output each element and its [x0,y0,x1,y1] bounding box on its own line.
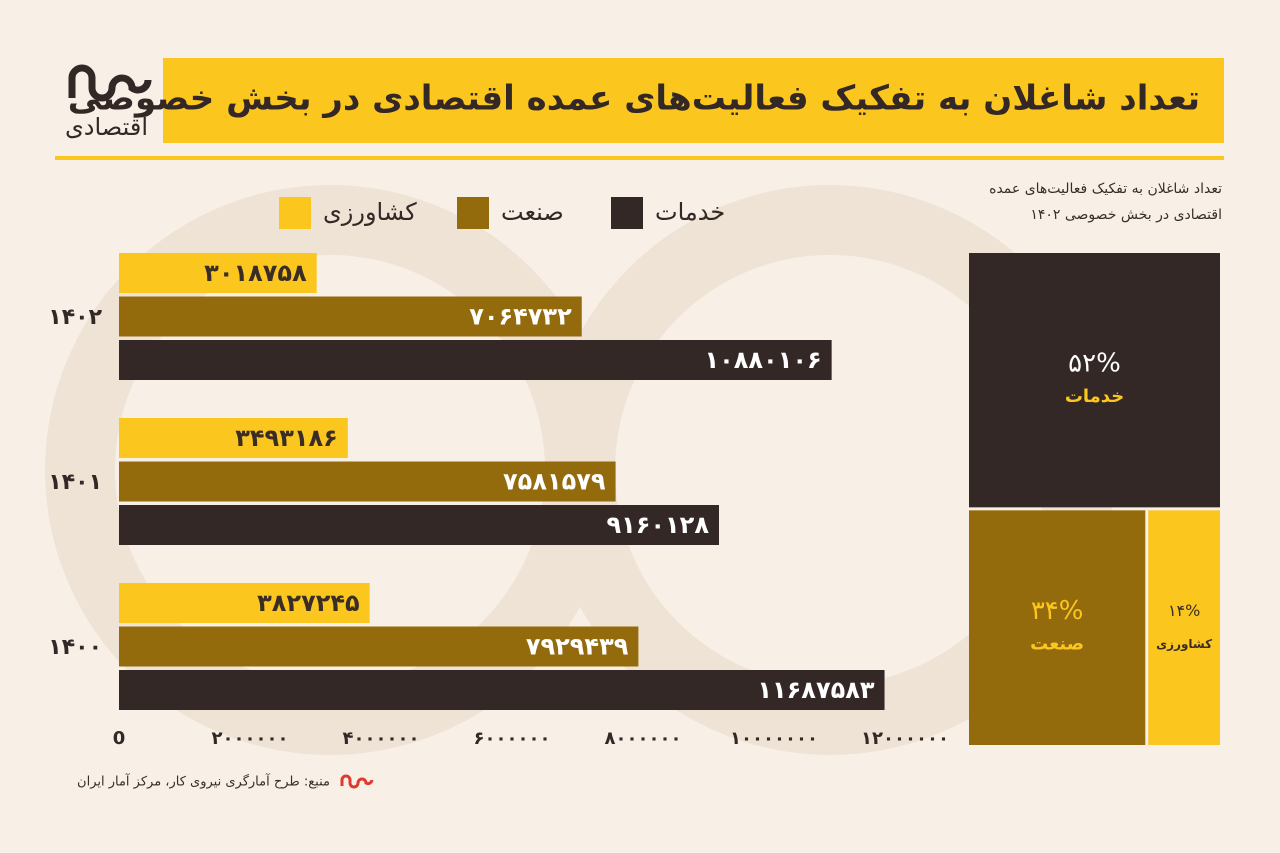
treemap-cell [969,253,1220,508]
x-tick-label: 0 [113,728,126,749]
bar [119,670,885,710]
x-tick-label: ۸۰۰۰۰۰۰ [605,728,682,749]
bar [119,505,719,545]
treemap-value: ۳۴% [1031,596,1084,626]
logo [68,64,152,102]
x-tick-label: ۴۰۰۰۰۰۰ [343,728,420,749]
legend-swatch [611,197,643,229]
title-banner [163,58,1224,143]
bar [119,340,832,380]
chart-title: تعداد شاغلان به تفکیک فعالیت‌های عمده اق… [68,79,1200,119]
legend-swatch [457,197,489,229]
value-label: ۱۰۸۸۰۱۰۶ [704,346,821,374]
category-label: ۱۴۰۱ [48,470,102,495]
treemap-cell [969,510,1146,745]
treemap-value: ۵۲% [1068,349,1121,379]
bar [119,296,582,337]
source: منبع: طرح آمارگری نیروی کار، مرکز آمار ا… [77,773,330,790]
bar [119,626,639,667]
legend-label: خدمات [655,198,725,226]
value-label: ۷۹۲۹۴۳۹ [526,633,629,661]
x-tick-label: ۲۰۰۰۰۰۰ [212,728,289,749]
bar [119,583,370,623]
category-label: ۱۴۰۰ [48,635,102,660]
treemap-label: خدمات [1065,386,1124,407]
value-label: ۳۴۹۳۱۸۶ [235,424,338,452]
value-label: ۹۱۶۰۱۲۸ [606,511,709,539]
treemap-label: کشاورزی [1156,637,1212,652]
bar [119,461,616,502]
treemap-cell [1148,510,1220,745]
x-tick-label: ۱۲۰۰۰۰۰۰ [861,728,949,749]
logo-text: اقتصادی [65,113,148,141]
source-logo [340,774,374,789]
value-label: ۳۰۱۸۷۵۸ [204,259,307,287]
bar [119,253,317,293]
x-tick-label: ۱۰۰۰۰۰۰۰ [730,728,818,749]
value-label: ۷۰۶۴۷۳۲ [469,303,572,331]
value-label: ۱۱۶۸۷۵۸۳ [757,676,875,704]
legend-label: صنعت [501,198,564,226]
treemap-label: صنعت [1030,634,1084,655]
value-label: ۳۸۲۷۲۴۵ [257,589,360,617]
treemap-value: ۱۴% [1168,601,1200,620]
header-rule [55,156,1224,160]
legend-swatch [279,197,311,229]
category-label: ۱۴۰۲ [48,305,102,330]
x-tick-label: ۶۰۰۰۰۰۰ [474,728,551,749]
legend-label: کشاورزی [323,198,417,226]
treemap-title: تعداد شاغلان به تفکیک فعالیت‌های عمده اق… [989,181,1222,223]
value-label: ۷۵۸۱۵۷۹ [503,468,606,496]
bar [119,418,348,458]
